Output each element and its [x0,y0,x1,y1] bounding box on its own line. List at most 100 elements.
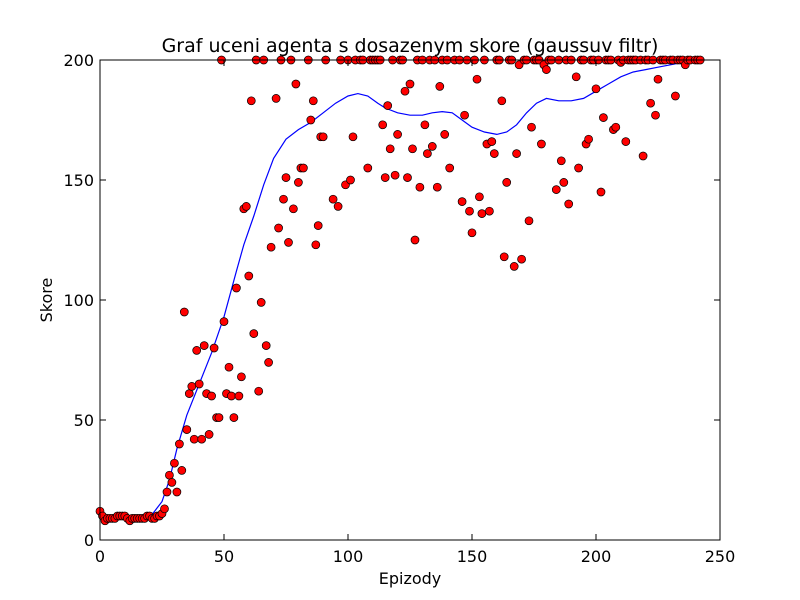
score-point [172,487,182,497]
score-point [574,163,583,173]
score-point [591,84,601,94]
score-point [378,120,388,130]
score-point [241,202,251,211]
score-point [194,379,204,389]
score-point [281,173,291,182]
score-point [197,434,207,444]
score-point [489,149,499,158]
score-point [219,317,229,326]
score-point [306,115,316,125]
y-tick-label: 100 [63,291,94,310]
score-point [175,439,184,449]
y-tick-label: 150 [63,171,94,190]
score-point [400,86,410,96]
score-point [249,329,259,338]
score-point [299,163,308,173]
score-point [291,79,301,89]
score-point [264,358,273,367]
score-point [571,72,581,82]
score-point [408,144,417,154]
score-point [420,120,430,130]
score-point [328,194,338,204]
score-point [512,149,521,158]
x-tick-label: 200 [581,547,612,566]
score-point [457,197,467,206]
score-point [465,206,474,216]
score-point [346,175,355,185]
score-point [227,391,236,401]
score-point [224,362,234,372]
score-point [246,96,256,106]
score-point [348,132,358,142]
score-point [393,130,402,139]
score-point [167,478,177,487]
score-point [497,96,507,106]
score-point [621,137,631,146]
score-point [311,240,321,250]
score-point [187,382,197,391]
score-point [599,113,608,122]
score-point [192,346,202,355]
score-point [485,206,494,216]
score-point [383,101,393,110]
score-point [435,82,445,91]
score-point [410,235,420,245]
score-point [232,283,241,293]
score-point [254,386,264,396]
score-point [551,185,561,194]
score-point [445,163,455,173]
score-point [646,98,655,108]
score-point [559,178,569,187]
score-point [487,137,497,146]
score-point [467,228,477,238]
score-point [477,209,487,218]
score-point [162,487,172,497]
score-point [199,341,209,350]
score-point [653,74,663,84]
score-point [318,132,328,142]
score-point [179,307,189,317]
score-point [234,391,244,401]
score-point [638,151,648,161]
score-point [271,94,281,103]
x-tick-label: 100 [333,547,364,566]
score-point [475,192,484,202]
x-tick-label: 50 [214,547,234,566]
score-point [274,223,283,233]
score-point [256,298,266,307]
score-point [177,466,187,475]
score-point [204,430,214,439]
score-point [564,199,574,209]
score-point [266,242,276,252]
y-tick-label: 200 [63,51,94,70]
score-point [440,130,450,139]
score-point [160,504,169,514]
score-point [460,110,469,120]
score-point [403,173,412,182]
score-point [313,221,323,230]
score-point [611,122,621,132]
score-point [244,271,254,281]
score-point [427,142,437,151]
score-point [284,238,293,247]
score-point [432,182,442,192]
score-point [333,202,343,211]
x-tick-label: 150 [457,547,488,566]
score-point [279,194,288,204]
score-point [189,434,199,444]
score-point [502,178,512,187]
score-point [289,204,298,214]
score-point [472,74,482,84]
score-point [415,182,425,192]
score-point [229,413,239,422]
y-tick-label: 0 [84,531,94,550]
plot-frame [99,59,721,541]
score-point [170,458,179,468]
score-point [556,156,566,166]
score-point [385,144,395,154]
score-point [380,173,390,182]
score-point [261,341,271,350]
score-point [542,65,551,74]
score-point [671,91,680,101]
